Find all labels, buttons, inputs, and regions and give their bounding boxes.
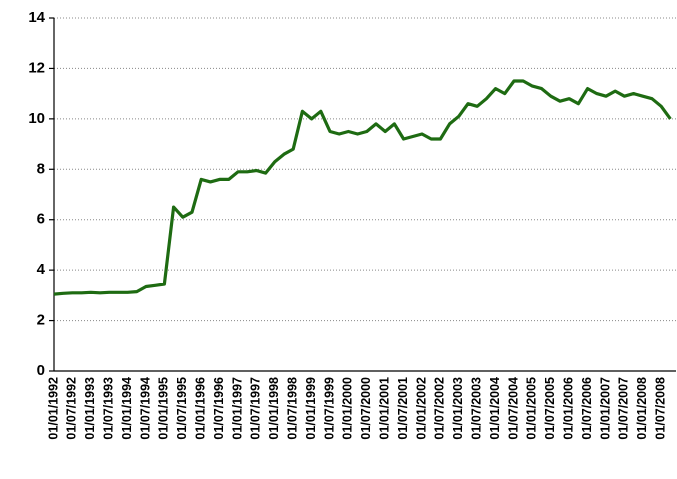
y-tick-label: 4 [37, 261, 46, 278]
x-tick-label: 01/01/1998 [267, 377, 281, 440]
x-tick-label: 01/01/1993 [83, 377, 97, 440]
x-tick-label: 01/07/1997 [249, 377, 263, 440]
x-tick-label: 01/07/1999 [322, 377, 336, 440]
x-tick-label: 01/07/1998 [285, 377, 299, 440]
x-tick-label: 01/01/1999 [304, 377, 318, 440]
x-tick-label: 01/07/2002 [433, 377, 447, 440]
y-tick-label: 8 [37, 160, 45, 177]
x-tick-label: 01/01/2008 [635, 377, 649, 440]
x-tick-label: 01/07/2005 [543, 377, 557, 440]
x-tick-label: 01/01/1995 [157, 377, 171, 440]
x-tick-label: 01/01/1994 [120, 377, 134, 440]
x-tick-label: 01/07/1995 [175, 377, 189, 440]
x-tick-label: 01/01/1992 [46, 377, 60, 440]
x-tick-label: 01/01/2001 [377, 377, 391, 440]
x-tick-label: 01/01/2007 [598, 377, 612, 440]
x-tick-label: 01/07/1993 [101, 377, 115, 440]
y-tick-label: 14 [28, 9, 45, 26]
y-tick-label: 10 [28, 110, 45, 127]
y-tick-label: 0 [37, 362, 45, 379]
x-tick-label: 01/01/1997 [230, 377, 244, 440]
x-tick-label: 01/07/2003 [469, 377, 483, 440]
x-tick-label: 01/01/1996 [193, 377, 207, 440]
y-tick-label: 2 [37, 312, 45, 329]
x-tick-label: 01/07/1996 [212, 377, 226, 440]
x-tick-label: 01/07/1994 [138, 377, 152, 440]
y-tick-label: 6 [37, 211, 45, 228]
x-tick-label: 01/07/1992 [65, 377, 79, 440]
x-tick-label: 01/07/2000 [359, 377, 373, 440]
x-tick-label: 01/01/2003 [451, 377, 465, 440]
x-tick-label: 01/01/2000 [341, 377, 355, 440]
y-tick-label: 12 [28, 59, 45, 76]
x-tick-label: 01/07/2006 [580, 377, 594, 440]
x-tick-label: 01/01/2006 [561, 377, 575, 440]
x-tick-label: 01/01/2005 [525, 377, 539, 440]
x-tick-label: 01/01/2002 [414, 377, 428, 440]
x-tick-label: 01/01/2004 [488, 377, 502, 440]
x-tick-label: 01/07/2008 [653, 377, 667, 440]
x-tick-label: 01/07/2004 [506, 377, 520, 440]
x-tick-label: 01/07/2001 [396, 377, 410, 440]
data-line [53, 79, 672, 296]
x-tick-label: 01/07/2007 [617, 377, 631, 440]
